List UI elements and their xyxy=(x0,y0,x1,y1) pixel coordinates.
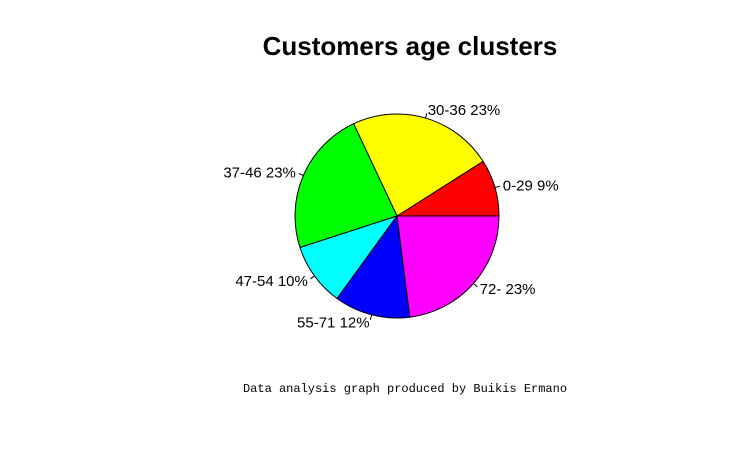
pie-label-tick xyxy=(473,283,478,288)
chart-title: Customers age clusters xyxy=(263,31,558,61)
pie-label-tick xyxy=(424,113,428,119)
pie-slice-label: 55-71 12% xyxy=(297,315,370,332)
pie-slice-72 xyxy=(396,215,500,318)
pie-label-tick xyxy=(298,173,304,176)
pie-slice-label: 37-46 23% xyxy=(223,164,296,181)
pie-slice-37-46 xyxy=(294,123,398,249)
pie-slices xyxy=(294,113,500,319)
pie-slice-30-36 xyxy=(352,113,484,217)
pie-slice-label: 30-36 23% xyxy=(428,102,501,119)
chart-caption: Data analysis graph produced by Buikis E… xyxy=(243,382,567,396)
pie-label-tick xyxy=(310,275,315,280)
pie-label-tick xyxy=(494,185,500,189)
pie-label-tick xyxy=(369,314,373,320)
pie-slice-label: 72- 23% xyxy=(480,281,536,298)
pie-slice-label: 0-29 9% xyxy=(503,177,559,194)
pie-labels: 0-29 9% 30-36 23% 37-46 23% 47-54 10% 55-71 … xyxy=(223,102,558,331)
pie-slice-label: 47-54 10% xyxy=(235,273,308,290)
